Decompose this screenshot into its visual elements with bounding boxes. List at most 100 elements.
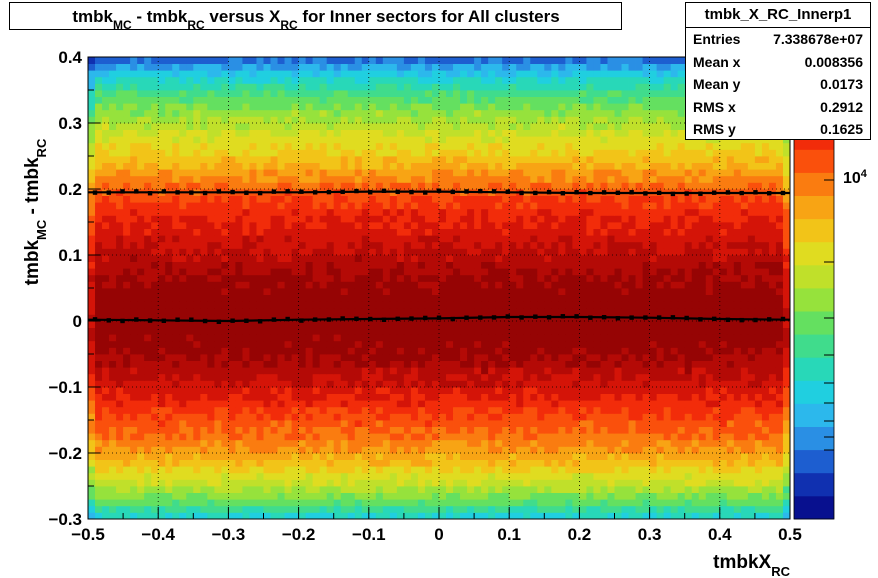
heatmap-cell (551, 433, 559, 441)
heatmap-cell (600, 360, 608, 368)
heatmap-cell (621, 426, 629, 434)
heatmap-cell (207, 486, 215, 493)
heatmap-cell (537, 492, 545, 500)
heatmap-cell (137, 215, 145, 223)
heatmap-cell (537, 202, 545, 210)
heatmap-cell (698, 235, 707, 243)
heatmap-cell (375, 472, 384, 480)
heatmap-cell (130, 387, 138, 394)
heatmap-cell (368, 466, 377, 474)
heatmap-cell (565, 340, 573, 348)
heatmap-cell (291, 288, 299, 295)
heatmap-cell (382, 387, 391, 394)
heatmap-cell (600, 255, 608, 262)
heatmap-cell (410, 453, 419, 460)
heatmap-cell (382, 472, 391, 480)
heatmap-cell (474, 255, 482, 262)
heatmap-cell (270, 479, 278, 487)
heatmap-cell (102, 400, 110, 408)
heatmap-cell (768, 288, 777, 295)
heatmap-cell (284, 222, 292, 229)
heatmap-cell (375, 334, 384, 342)
heatmap-cell (740, 380, 749, 388)
heatmap-cell (186, 215, 194, 223)
heatmap-cell (249, 261, 257, 269)
heatmap-cell (635, 215, 643, 223)
heatmap-cell (586, 241, 594, 249)
heatmap-cell (544, 486, 552, 493)
heatmap-cell (102, 505, 110, 513)
heatmap-cell (123, 255, 131, 262)
heatmap-cell (495, 459, 503, 467)
heatmap-cell (403, 479, 412, 487)
heatmap-cell (312, 241, 321, 249)
heatmap-cell (656, 288, 665, 295)
heatmap-cell (221, 288, 229, 295)
heatmap-cell (607, 499, 615, 507)
heatmap-cell (333, 255, 342, 262)
heatmap-cell (95, 340, 103, 348)
heatmap-cell (144, 426, 152, 434)
heatmap-cell (396, 268, 405, 276)
heatmap-cell (291, 268, 299, 276)
heatmap-cell (375, 479, 384, 487)
heatmap-cell (242, 314, 250, 322)
heatmap-cell (761, 248, 770, 256)
heatmap-cell (628, 373, 636, 381)
heatmap-cell (670, 479, 679, 487)
heatmap-cell (396, 274, 405, 282)
heatmap-cell (431, 499, 440, 507)
heatmap-cell (719, 208, 728, 216)
heatmap-cell (326, 228, 335, 236)
heatmap-cell (530, 202, 538, 210)
heatmap-cell (586, 420, 594, 427)
heatmap-cell (628, 479, 636, 487)
heatmap-cell (403, 354, 412, 361)
heatmap-cell (621, 420, 629, 427)
heatmap-cell (579, 387, 587, 394)
heatmap-cell (691, 459, 700, 467)
heatmap-cell (291, 241, 299, 249)
heatmap-cell (642, 327, 650, 335)
heatmap-cell (291, 307, 299, 315)
heatmap-cell (95, 248, 103, 256)
heatmap-cell (200, 222, 208, 229)
heatmap-cell (235, 387, 243, 394)
heatmap-cell (410, 301, 419, 309)
heatmap-cell (516, 413, 524, 421)
heatmap-cell (628, 472, 636, 480)
heatmap-cell (396, 208, 405, 216)
heatmap-cell (319, 281, 328, 289)
heatmap-cell (417, 505, 426, 513)
heatmap-cell (726, 294, 735, 302)
heatmap-cell (656, 334, 665, 342)
heatmap-cell (614, 367, 622, 375)
heatmap-cell (733, 492, 742, 500)
heatmap-cell (719, 228, 728, 236)
heatmap-cell (782, 354, 791, 361)
heatmap-cell (782, 327, 791, 335)
heatmap-cell (439, 380, 447, 388)
heatmap-cell (572, 327, 580, 335)
heatmap-cell (537, 208, 545, 216)
heatmap-cell (726, 380, 735, 388)
heatmap-cell (593, 433, 601, 441)
heatmap-cell (544, 505, 552, 513)
heatmap-cell (614, 360, 622, 368)
heatmap-cell (614, 373, 622, 381)
heatmap-cell (565, 274, 573, 282)
heatmap-cell (417, 215, 426, 223)
heatmap-cell (572, 499, 580, 507)
heatmap-cell (235, 466, 243, 474)
heatmap-cell (600, 347, 608, 355)
heatmap-cell (256, 334, 264, 342)
heatmap-cell (109, 340, 117, 348)
heatmap-cell (481, 195, 489, 203)
heatmap-cell (726, 255, 735, 262)
heatmap-cell (88, 387, 96, 394)
heatmap-cell (123, 321, 131, 328)
heatmap-cell (439, 492, 447, 500)
heatmap-cell (684, 505, 693, 513)
heatmap-cell (186, 307, 194, 315)
heatmap-cell (740, 314, 749, 322)
